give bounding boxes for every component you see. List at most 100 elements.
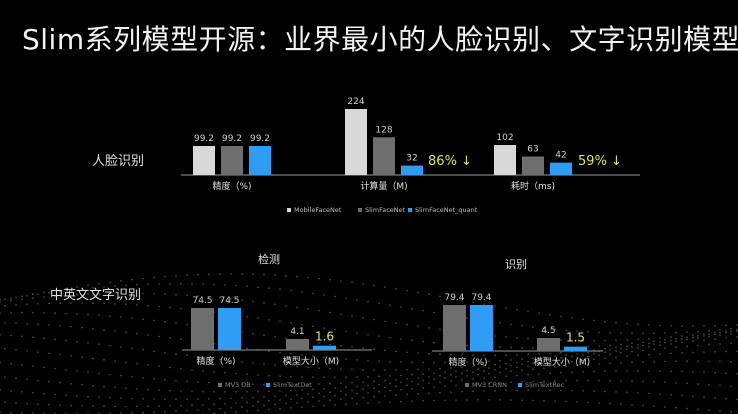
wave-dot [26, 350, 28, 352]
wave-dot [444, 377, 446, 379]
wave-dot [395, 369, 397, 371]
wave-dot [582, 389, 584, 392]
wave-dot [142, 376, 144, 379]
wave-dot [648, 345, 650, 348]
wave-dot [708, 360, 710, 363]
wave-dot [587, 363, 589, 366]
wave-dot [131, 278, 133, 281]
wave-dot [54, 289, 56, 292]
wave-dot [169, 405, 171, 407]
wave-dot [703, 351, 705, 353]
wave-dot [109, 373, 111, 376]
wave-dot [307, 366, 309, 369]
wave-dot [213, 403, 215, 406]
wave-dot [433, 361, 435, 364]
wave-dot [406, 393, 408, 396]
wave-dot [736, 328, 738, 331]
wave-dot [21, 295, 23, 297]
wave-dot [686, 338, 688, 341]
wave-dot [455, 361, 457, 364]
wave-dot [609, 353, 611, 355]
wave-dot [384, 320, 386, 323]
wave-dot [411, 373, 413, 376]
wave-dot [642, 332, 644, 335]
data-label: 128 [375, 125, 392, 135]
wave-dot [246, 410, 248, 412]
wave-dot [175, 353, 177, 355]
wave-dot [285, 275, 287, 277]
wave-dot [593, 352, 595, 355]
wave-dot [681, 338, 683, 340]
wave-dot [719, 410, 721, 412]
wave-dot [81, 383, 83, 386]
wave-dot [395, 378, 397, 381]
wave-dot [604, 357, 606, 359]
wave-dot [538, 364, 540, 366]
wave-dot [70, 289, 72, 291]
wave-dot [32, 392, 34, 394]
wave-dot [560, 389, 562, 392]
wave-dot [175, 293, 177, 296]
wave-dot [0, 333, 1, 336]
wave-dot [417, 352, 419, 354]
wave-dot [378, 335, 380, 337]
wave-dot [367, 375, 369, 378]
wave-dot [48, 324, 50, 326]
wave-dot [76, 293, 78, 296]
wave-dot [235, 372, 237, 375]
wave-dot [631, 350, 633, 353]
wave-dot [158, 283, 160, 285]
wave-dot [389, 360, 391, 363]
data-label: 74.5 [219, 296, 239, 306]
wave-dot [351, 315, 353, 317]
wave-dot [356, 359, 358, 361]
wave-dot [340, 382, 342, 384]
wave-dot [37, 293, 39, 296]
wave-dot [648, 392, 650, 395]
wave-dot [65, 287, 67, 290]
wave-dot [543, 399, 545, 402]
annotation-59: 59% ↓ [578, 154, 622, 169]
wave-dot [725, 372, 727, 375]
wave-dot [697, 408, 699, 411]
wave-dot [615, 356, 617, 358]
wave-dot [21, 391, 23, 393]
legend-swatch [266, 383, 270, 387]
wave-dot [356, 332, 358, 334]
wave-dot [527, 389, 529, 392]
wave-dot [114, 330, 116, 332]
wave-dot [444, 385, 446, 387]
wave-dot [208, 408, 210, 411]
wave-dot [637, 370, 639, 372]
wave-dot [648, 324, 650, 326]
wave-dot [516, 308, 518, 311]
wave-dot [681, 370, 683, 373]
wave-dot [411, 308, 413, 310]
wave-dot [356, 298, 358, 301]
wave-dot [664, 341, 666, 344]
wave-dot [411, 400, 413, 402]
wave-dot [54, 338, 56, 341]
wave-dot [620, 332, 622, 334]
wave-dot [708, 383, 710, 386]
wave-dot [642, 361, 644, 363]
wave-dot [549, 389, 551, 392]
wave-dot [241, 331, 243, 333]
wave-dot [598, 379, 600, 382]
wave-dot [351, 381, 353, 384]
wave-dot [571, 360, 573, 363]
wave-dot [615, 339, 617, 342]
wave-dot [461, 372, 463, 375]
wave-dot [714, 338, 716, 340]
data-label: 32 [406, 154, 417, 164]
wave-dot [642, 344, 644, 347]
wave-dot [301, 376, 303, 378]
wave-dot [466, 369, 468, 372]
wave-dot [114, 405, 116, 408]
wave-dot [340, 398, 342, 400]
wave-dot [10, 362, 12, 365]
wave-dot [488, 382, 490, 385]
wave-dot [208, 296, 210, 298]
wave-dot [345, 403, 347, 406]
wave-dot [263, 363, 265, 365]
